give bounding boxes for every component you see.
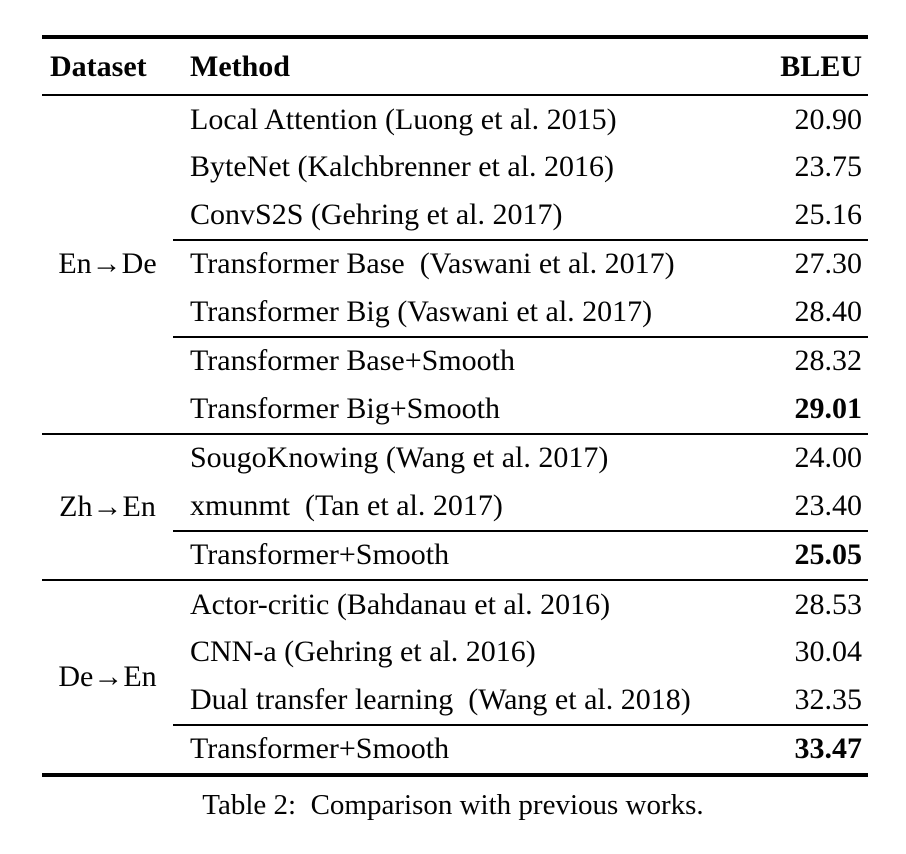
dataset-group: Zh→En SougoKnowing (Wang et al. 2017) 24.0…: [42, 432, 868, 580]
bleu-cell: 24.00: [794, 441, 863, 475]
method-cell: Transformer Base+Smooth: [190, 344, 515, 378]
method-cell: CNN-a (Gehring et al. 2016): [190, 635, 536, 669]
table-row: Transformer+Smooth 25.05: [173, 532, 868, 580]
header-method: Method: [190, 49, 290, 83]
method-subgroup: Local Attention (Luong et al. 2015) 20.90…: [173, 96, 868, 239]
bleu-cell: 32.35: [794, 682, 863, 716]
comparison-table: Dataset Method BLEU En→De Local Attention…: [42, 35, 868, 777]
method-cell: ConvS2S (Gehring et al. 2017): [190, 197, 563, 231]
table-body: En→De Local Attention (Luong et al. 2015)…: [42, 96, 868, 773]
dataset-label: En→De: [58, 247, 157, 281]
bleu-cell: 28.53: [794, 587, 863, 621]
dataset-label: Zh→En: [59, 489, 156, 523]
method-cell: SougoKnowing (Wang et al. 2017): [190, 441, 609, 475]
bleu-cell: 23.75: [794, 150, 863, 184]
bleu-cell: 20.90: [794, 102, 863, 136]
table-header-row: Dataset Method BLEU: [42, 39, 868, 96]
method-subgroup: Transformer+Smooth 33.47: [173, 723, 868, 774]
dataset-group-rows: SougoKnowing (Wang et al. 2017) 24.00 xmun…: [173, 435, 868, 580]
header-bleu: BLEU: [780, 49, 862, 83]
header-right-section: Method BLEU: [173, 50, 868, 84]
table-row: Local Attention (Luong et al. 2015) 20.90: [173, 96, 868, 144]
bleu-cell: 28.40: [794, 294, 863, 328]
method-subgroup: Transformer+Smooth 25.05: [173, 529, 868, 580]
table-row: Transformer+Smooth 33.47: [173, 726, 868, 774]
bleu-cell: 29.01: [794, 391, 863, 425]
table-row: Transformer Big+Smooth 29.01: [173, 385, 868, 433]
dataset-group: En→De Local Attention (Luong et al. 2015)…: [42, 96, 868, 433]
table-row: SougoKnowing (Wang et al. 2017) 24.00: [173, 435, 868, 483]
bleu-cell: 27.30: [794, 247, 863, 281]
header-dataset: Dataset: [50, 49, 147, 83]
method-cell: ByteNet (Kalchbrenner et al. 2016): [190, 150, 614, 184]
bleu-cell: 30.04: [794, 635, 863, 669]
table-row: CNN-a (Gehring et al. 2016) 30.04: [173, 629, 868, 677]
method-cell: Transformer+Smooth: [190, 732, 450, 766]
method-subgroup: Transformer Base (Vaswani et al. 2017) 27…: [173, 238, 868, 336]
bleu-cell: 25.05: [794, 538, 863, 572]
bleu-cell: 23.40: [794, 488, 863, 522]
table-row: ByteNet (Kalchbrenner et al. 2016) 23.75: [173, 144, 868, 192]
table-row: xmunmt (Tan et al. 2017) 23.40: [173, 482, 868, 530]
method-cell: Local Attention (Luong et al. 2015): [190, 102, 617, 136]
bleu-cell: 25.16: [794, 197, 863, 231]
table-row: Transformer Big (Vaswani et al. 2017) 28.…: [173, 288, 868, 336]
bleu-cell: 28.32: [794, 344, 863, 378]
dataset-group-rows: Local Attention (Luong et al. 2015) 20.90…: [173, 96, 868, 433]
method-cell: Transformer Base (Vaswani et al. 2017): [190, 247, 675, 281]
table-caption: Table 2: Comparison with previous works.: [202, 789, 704, 821]
dataset-label: De→En: [58, 660, 157, 693]
dataset-group-rows: Actor-critic (Bahdanau et al. 2016) 28.53…: [173, 581, 868, 773]
table-row: Transformer Base (Vaswani et al. 2017) 27…: [173, 241, 868, 289]
table-row: Actor-critic (Bahdanau et al. 2016) 28.53: [173, 581, 868, 629]
method-cell: Actor-critic (Bahdanau et al. 2016): [190, 587, 611, 621]
method-subgroup: Actor-critic (Bahdanau et al. 2016) 28.53…: [173, 581, 868, 724]
method-cell: Transformer Big (Vaswani et al. 2017): [190, 294, 653, 328]
method-subgroup: SougoKnowing (Wang et al. 2017) 24.00 xmun…: [173, 435, 868, 530]
method-cell: Dual transfer learning (Wang et al. 2018…: [190, 682, 691, 716]
table-row: ConvS2S (Gehring et al. 2017) 25.16: [173, 191, 868, 239]
method-subgroup: Transformer Base+Smooth 28.32 Transformer …: [173, 335, 868, 433]
table-row: Transformer Base+Smooth 28.32: [173, 338, 868, 386]
method-cell: xmunmt (Tan et al. 2017): [190, 488, 503, 522]
bleu-cell: 33.47: [794, 732, 863, 766]
dataset-group: De→En Actor-critic (Bahdanau et al. 2016)…: [42, 579, 868, 773]
table-row: Dual transfer learning (Wang et al. 2018…: [173, 676, 868, 724]
method-cell: Transformer Big+Smooth: [190, 391, 500, 425]
method-cell: Transformer+Smooth: [190, 538, 450, 572]
